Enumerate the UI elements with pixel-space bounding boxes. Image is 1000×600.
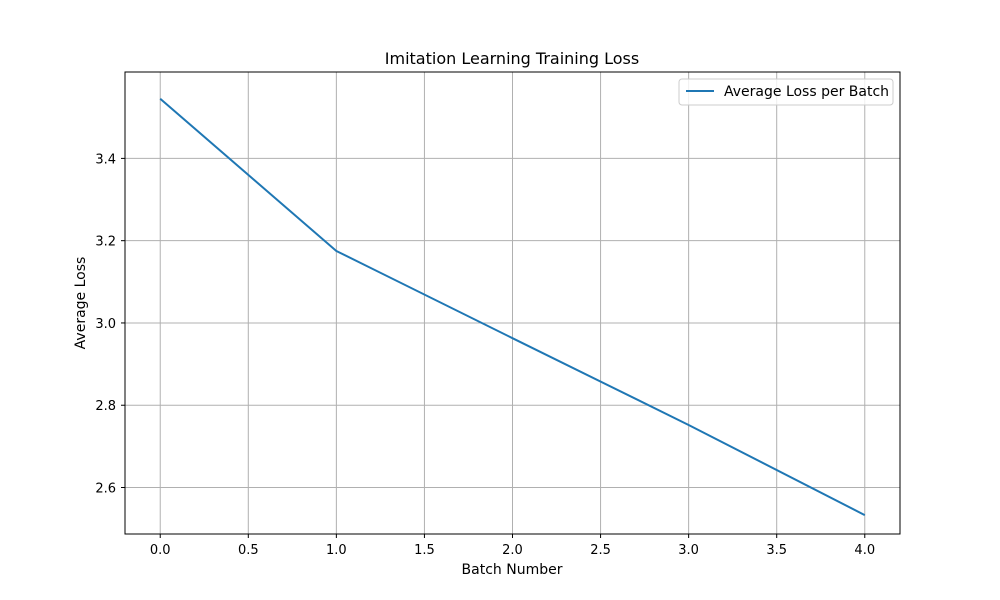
x-tick-label: 2.0 (502, 543, 523, 558)
x-tick-label: 1.0 (326, 543, 347, 558)
x-tick-label: 0.5 (238, 543, 259, 558)
x-tick-label: 2.5 (590, 543, 611, 558)
y-tick-label: 2.6 (95, 482, 116, 497)
y-tick-label: 3.2 (95, 235, 116, 250)
x-tick-label: 3.5 (766, 543, 787, 558)
y-tick-label: 3.4 (95, 152, 116, 167)
y-axis-label: Average Loss (73, 257, 89, 350)
legend: Average Loss per Batch (678, 78, 894, 106)
plot-area-frame (124, 71, 901, 535)
x-tick-label: 0.0 (150, 543, 171, 558)
x-tick-label: 1.5 (414, 543, 435, 558)
axes: 0.0 0.5 1.0 1.5 2.0 2.5 3.0 3.5 4.0 2.6 2.8 3.0 3.2 3… (95, 152, 875, 558)
grid-lines (125, 72, 900, 534)
x-tick-label: 3.0 (678, 543, 699, 558)
legend-label: Average Loss per Batch (724, 84, 889, 100)
legend-box (678, 78, 894, 106)
y-tick-label: 3.0 (95, 317, 116, 332)
x-tick-label: 4.0 (854, 543, 875, 558)
chart-title: Imitation Learning Training Loss (385, 49, 639, 68)
series-layer (159, 97, 866, 516)
y-tick-label: 2.8 (95, 399, 116, 414)
x-axis-label: Batch Number (462, 562, 563, 578)
series-line (159, 97, 866, 516)
